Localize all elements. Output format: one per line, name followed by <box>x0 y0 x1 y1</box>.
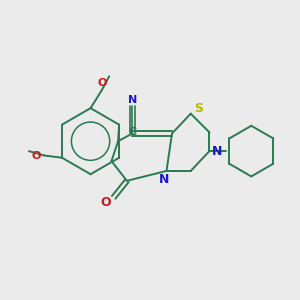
Text: C: C <box>128 128 136 137</box>
Text: O: O <box>32 151 41 160</box>
Text: N: N <box>212 145 222 158</box>
Text: S: S <box>194 102 203 115</box>
Text: O: O <box>101 196 111 209</box>
Text: N: N <box>128 95 137 106</box>
Text: N: N <box>159 173 169 186</box>
Text: O: O <box>98 78 107 88</box>
